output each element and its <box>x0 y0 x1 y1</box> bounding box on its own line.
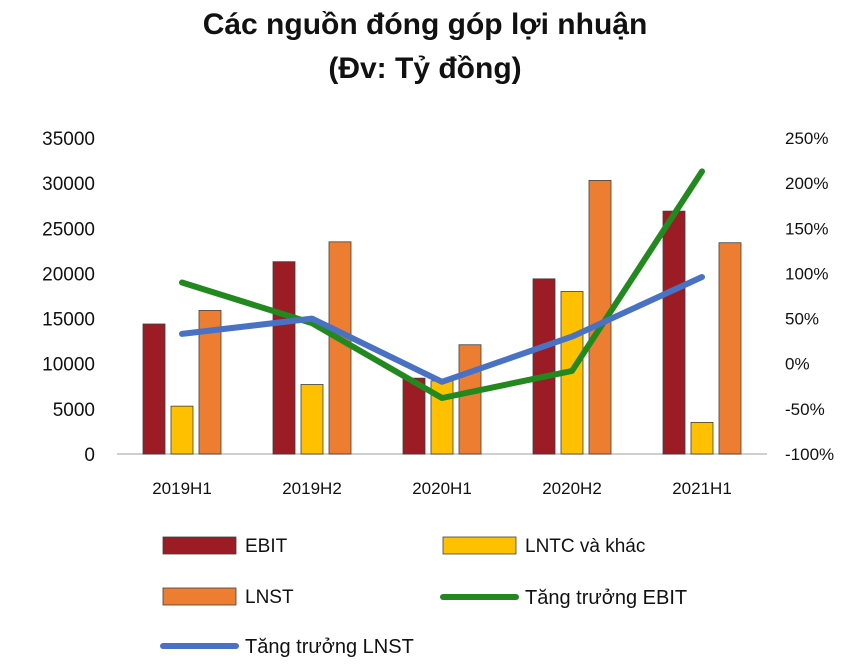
y2-tick-label: 250% <box>785 129 828 148</box>
chart-title: Các nguồn đóng góp lợi nhuận <box>202 8 648 41</box>
y-tick-label: 5000 <box>53 400 95 421</box>
y2-tick-label: 0% <box>785 355 810 374</box>
y2-tick-label: 200% <box>785 174 828 193</box>
line-tang-truong-ebit <box>179 168 705 401</box>
x-tick-label: 2020H1 <box>412 479 472 498</box>
legend-swatch-ebit <box>162 536 237 555</box>
bar-lntc-va-khac-2021h1 <box>690 421 714 455</box>
x-tick-label: 2019H1 <box>152 479 212 498</box>
y2-tick-label: -100% <box>785 445 834 464</box>
x-tick-label: 2019H2 <box>282 479 342 498</box>
bar-lnst-2020h1 <box>458 344 482 455</box>
chart-subtitle: (Đv: Tỷ đồng) <box>328 52 522 85</box>
y-tick-label: 30000 <box>42 174 95 195</box>
x-tick-label: 2020H2 <box>542 479 602 498</box>
bar-ebit-2020h1 <box>402 377 426 455</box>
bar-ebit-2019h1 <box>142 323 166 455</box>
y-tick-label: 20000 <box>42 264 95 285</box>
y-tick-label: 15000 <box>42 310 95 331</box>
legend-swatch-lnst <box>162 587 237 606</box>
legend-label-lnst: LNST <box>245 587 294 608</box>
y2-tick-label: 150% <box>785 219 828 238</box>
y2-tick-label: 100% <box>785 264 828 283</box>
legend-label-tang-truong-ebit: Tăng trưởng EBIT <box>525 587 687 609</box>
legend-label-ebit: EBIT <box>245 536 288 557</box>
line-tang-truong-lnst <box>179 274 705 385</box>
y-tick-label: 25000 <box>42 219 95 240</box>
x-tick-label: 2021H1 <box>672 479 732 498</box>
bar-lntc-va-khac-2019h1 <box>170 405 194 455</box>
legend-label-tang-truong-lnst: Tăng trưởng LNST <box>245 636 414 658</box>
y-tick-label: 35000 <box>42 129 95 150</box>
y-tick-label: 0 <box>84 445 95 466</box>
y2-tick-label: 50% <box>785 310 819 329</box>
bar-lnst-2021h1 <box>718 242 742 455</box>
bar-lnst-2019h1 <box>198 310 222 455</box>
legend-label-lntc-va-khac: LNTC và khác <box>525 536 645 557</box>
bar-ebit-2021h1 <box>662 210 686 455</box>
legend-swatch-lntc-va-khac <box>442 536 517 555</box>
y2-tick-label: -50% <box>785 400 825 419</box>
bar-lntc-va-khac-2019h2 <box>300 384 324 455</box>
bar-ebit-2019h2 <box>272 261 296 455</box>
y-tick-label: 10000 <box>42 355 95 376</box>
bar-lnst-2019h2 <box>328 241 352 455</box>
bar-ebit-2020h2 <box>532 278 556 455</box>
